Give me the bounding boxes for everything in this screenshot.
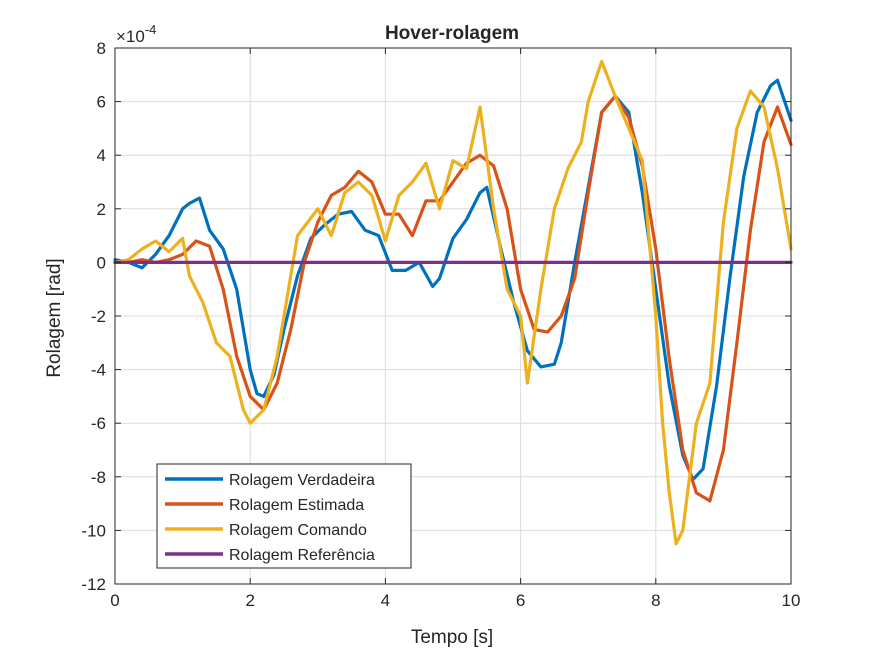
x-tick-label: 2 <box>245 591 254 610</box>
legend-entry-label: Rolagem Comando <box>229 522 367 539</box>
y-tick-label: 4 <box>97 146 106 165</box>
series-line-2 <box>113 94 793 503</box>
y-axis-exponent-power: -4 <box>145 22 157 37</box>
y-tick-label: -4 <box>91 361 106 380</box>
y-tick-label: 2 <box>97 200 106 219</box>
y-tick-label: -10 <box>81 521 106 540</box>
y-tick-label: -6 <box>91 414 106 433</box>
ticks: 0 2 4 6 8 10 -12 -10 -8 -6 -4 -2 0 2 4 6 8 <box>81 39 800 610</box>
y-tick-label: 8 <box>97 39 106 58</box>
x-tick-label: 8 <box>651 591 660 610</box>
x-tick-label: 10 <box>782 591 801 610</box>
series-line-3 <box>113 59 793 546</box>
y-tick-label: -8 <box>91 468 106 487</box>
legend-entry-label: Rolagem Referência <box>229 547 375 564</box>
x-axis-label: Tempo [s] <box>411 627 493 648</box>
legend-box <box>156 463 412 569</box>
series-layer <box>113 59 793 546</box>
legend-entry-label: Rolagem Verdadeira <box>229 472 375 489</box>
legend: Rolagem Verdadeira Rolagem Estimada Rolage… <box>156 463 412 569</box>
legend-entry-label: Rolagem Estimada <box>229 497 364 514</box>
y-axis-exponent: ×10-4 <box>116 22 156 46</box>
y-tick-label: 6 <box>97 93 106 112</box>
y-axis-label: Rolagem [rad] <box>44 258 65 377</box>
y-tick-label: 0 <box>97 253 106 272</box>
y-tick-label: -2 <box>91 307 106 326</box>
x-tick-label: 4 <box>381 591 390 610</box>
chart-title: Hover-rolagem <box>385 23 519 44</box>
y-tick-label: -12 <box>81 575 106 594</box>
x-tick-label: 0 <box>110 591 119 610</box>
x-tick-label: 6 <box>516 591 525 610</box>
y-axis-exponent-base: ×10 <box>116 27 145 46</box>
